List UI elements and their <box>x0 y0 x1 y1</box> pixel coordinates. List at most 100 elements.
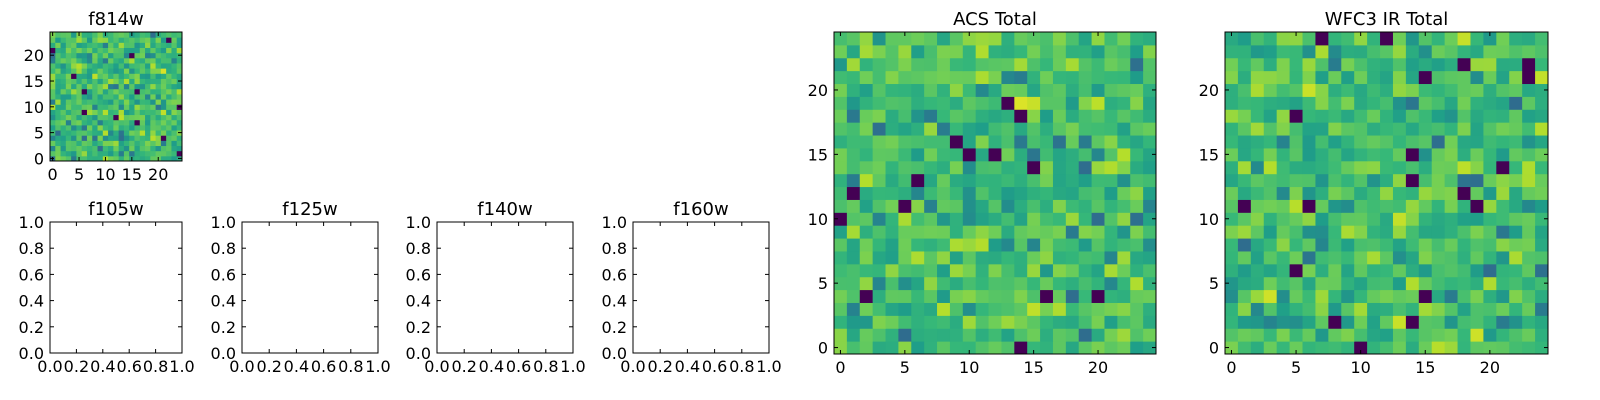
heatmap-cell <box>65 99 72 105</box>
heatmap-cell <box>1130 70 1144 85</box>
heatmap-cell <box>898 186 912 200</box>
heatmap-cell <box>911 289 925 303</box>
heatmap-cell <box>71 114 77 121</box>
heatmap-cell <box>988 83 1002 97</box>
heatmap-cell <box>1431 263 1446 278</box>
heatmap-cell <box>1328 32 1342 46</box>
heatmap-cell <box>1354 238 1368 252</box>
heatmap-cell <box>1225 135 1239 149</box>
heatmap-cell <box>1341 315 1355 329</box>
heatmap-cell <box>1509 225 1523 239</box>
x-tick-label: 0.8 <box>533 357 558 376</box>
heatmap-cell <box>1078 96 1093 110</box>
heatmap-cell <box>1078 83 1093 97</box>
heatmap-cell <box>1078 160 1093 175</box>
heatmap-cell <box>1143 238 1157 252</box>
heatmap-cell <box>1027 263 1041 278</box>
heatmap-cell <box>1289 302 1304 316</box>
heatmap-cell <box>1276 109 1291 123</box>
heatmap-cell <box>1289 341 1304 355</box>
heatmap-cell <box>1117 276 1131 291</box>
heatmap-cell <box>1091 32 1105 46</box>
heatmap-cell <box>872 186 887 200</box>
heatmap-cell <box>988 173 1002 188</box>
heatmap-cell <box>1104 135 1118 149</box>
heatmap-cell <box>71 83 77 90</box>
heatmap-cell <box>1328 315 1342 329</box>
heatmap-cell <box>65 104 72 110</box>
heatmap-cell <box>81 93 88 100</box>
heatmap-cell <box>1001 57 1015 72</box>
heatmap-cell <box>134 145 141 152</box>
heatmap-cell <box>76 145 83 152</box>
heatmap-cell <box>1367 173 1381 188</box>
heatmap-cell <box>1496 147 1510 162</box>
heatmap-cell <box>97 145 104 152</box>
heatmap-cell <box>1040 328 1054 342</box>
heatmap-cell <box>1065 96 1080 110</box>
heatmap-cell <box>937 238 951 252</box>
heatmap-cell <box>911 147 925 162</box>
heatmap-cell <box>150 42 157 48</box>
heatmap-cell <box>92 93 99 100</box>
heatmap-cell <box>1302 96 1316 110</box>
heatmap-cell <box>1457 199 1471 213</box>
heatmap-cell <box>1225 122 1239 136</box>
heatmap-cell <box>176 119 183 126</box>
heatmap-cell <box>1328 263 1342 278</box>
heatmap-cell <box>102 42 109 48</box>
heatmap-cell <box>1367 199 1381 213</box>
heatmap-cell <box>1380 109 1394 123</box>
heatmap-cell <box>150 93 157 100</box>
heatmap-cell <box>1250 109 1265 123</box>
heatmap-cell <box>1405 328 1420 342</box>
heatmap-cell <box>139 32 146 38</box>
heatmap-cell <box>155 130 162 136</box>
heatmap-cell <box>76 104 83 110</box>
heatmap-cell <box>108 32 114 38</box>
panel-title: WFC3 IR Total <box>1325 9 1448 30</box>
heatmap-cell <box>1001 315 1015 329</box>
heatmap-cell <box>1431 238 1446 252</box>
heatmap-cell <box>108 119 114 126</box>
heatmap-cell <box>911 186 925 200</box>
heatmap-cell <box>1315 186 1329 200</box>
heatmap-cell <box>102 135 109 141</box>
heatmap-cell <box>76 52 83 59</box>
heatmap-cell <box>1001 250 1015 265</box>
heatmap-cell <box>155 78 162 85</box>
heatmap-cell <box>1014 96 1028 110</box>
heatmap-cell <box>160 119 167 126</box>
heatmap-cell <box>1341 250 1355 265</box>
heatmap-cell <box>1276 199 1291 213</box>
heatmap-cell <box>1483 147 1497 162</box>
y-tick-label: 0.0 <box>406 344 431 363</box>
heatmap-cell <box>1104 32 1118 46</box>
heatmap-cell <box>1263 83 1278 97</box>
heatmap-cell <box>1027 70 1041 85</box>
heatmap-cell <box>102 52 109 59</box>
heatmap-cell <box>846 70 861 85</box>
heatmap-cell <box>937 276 951 291</box>
heatmap-cell <box>1457 173 1471 188</box>
heatmap-cell <box>975 341 990 355</box>
heatmap-cell <box>60 145 67 152</box>
heatmap-cell <box>949 328 964 342</box>
heatmap-cell <box>139 42 146 48</box>
heatmap-cell <box>97 130 104 136</box>
heatmap-cell <box>50 68 56 74</box>
axes-frame <box>632 221 770 354</box>
heatmap-cell <box>1040 57 1054 72</box>
heatmap-cell <box>113 88 120 95</box>
heatmap-cell <box>872 276 887 291</box>
heatmap-cell <box>1354 70 1368 85</box>
heatmap-cell <box>1380 160 1394 175</box>
heatmap-cell <box>86 73 93 79</box>
heatmap-cell <box>1104 263 1118 278</box>
panel-title: f140w <box>477 199 532 220</box>
heatmap-cell <box>123 47 130 54</box>
heatmap-cell <box>1276 289 1291 303</box>
heatmap-cell <box>86 37 93 43</box>
heatmap-cell <box>1014 341 1028 355</box>
heatmap-cell <box>76 37 83 43</box>
